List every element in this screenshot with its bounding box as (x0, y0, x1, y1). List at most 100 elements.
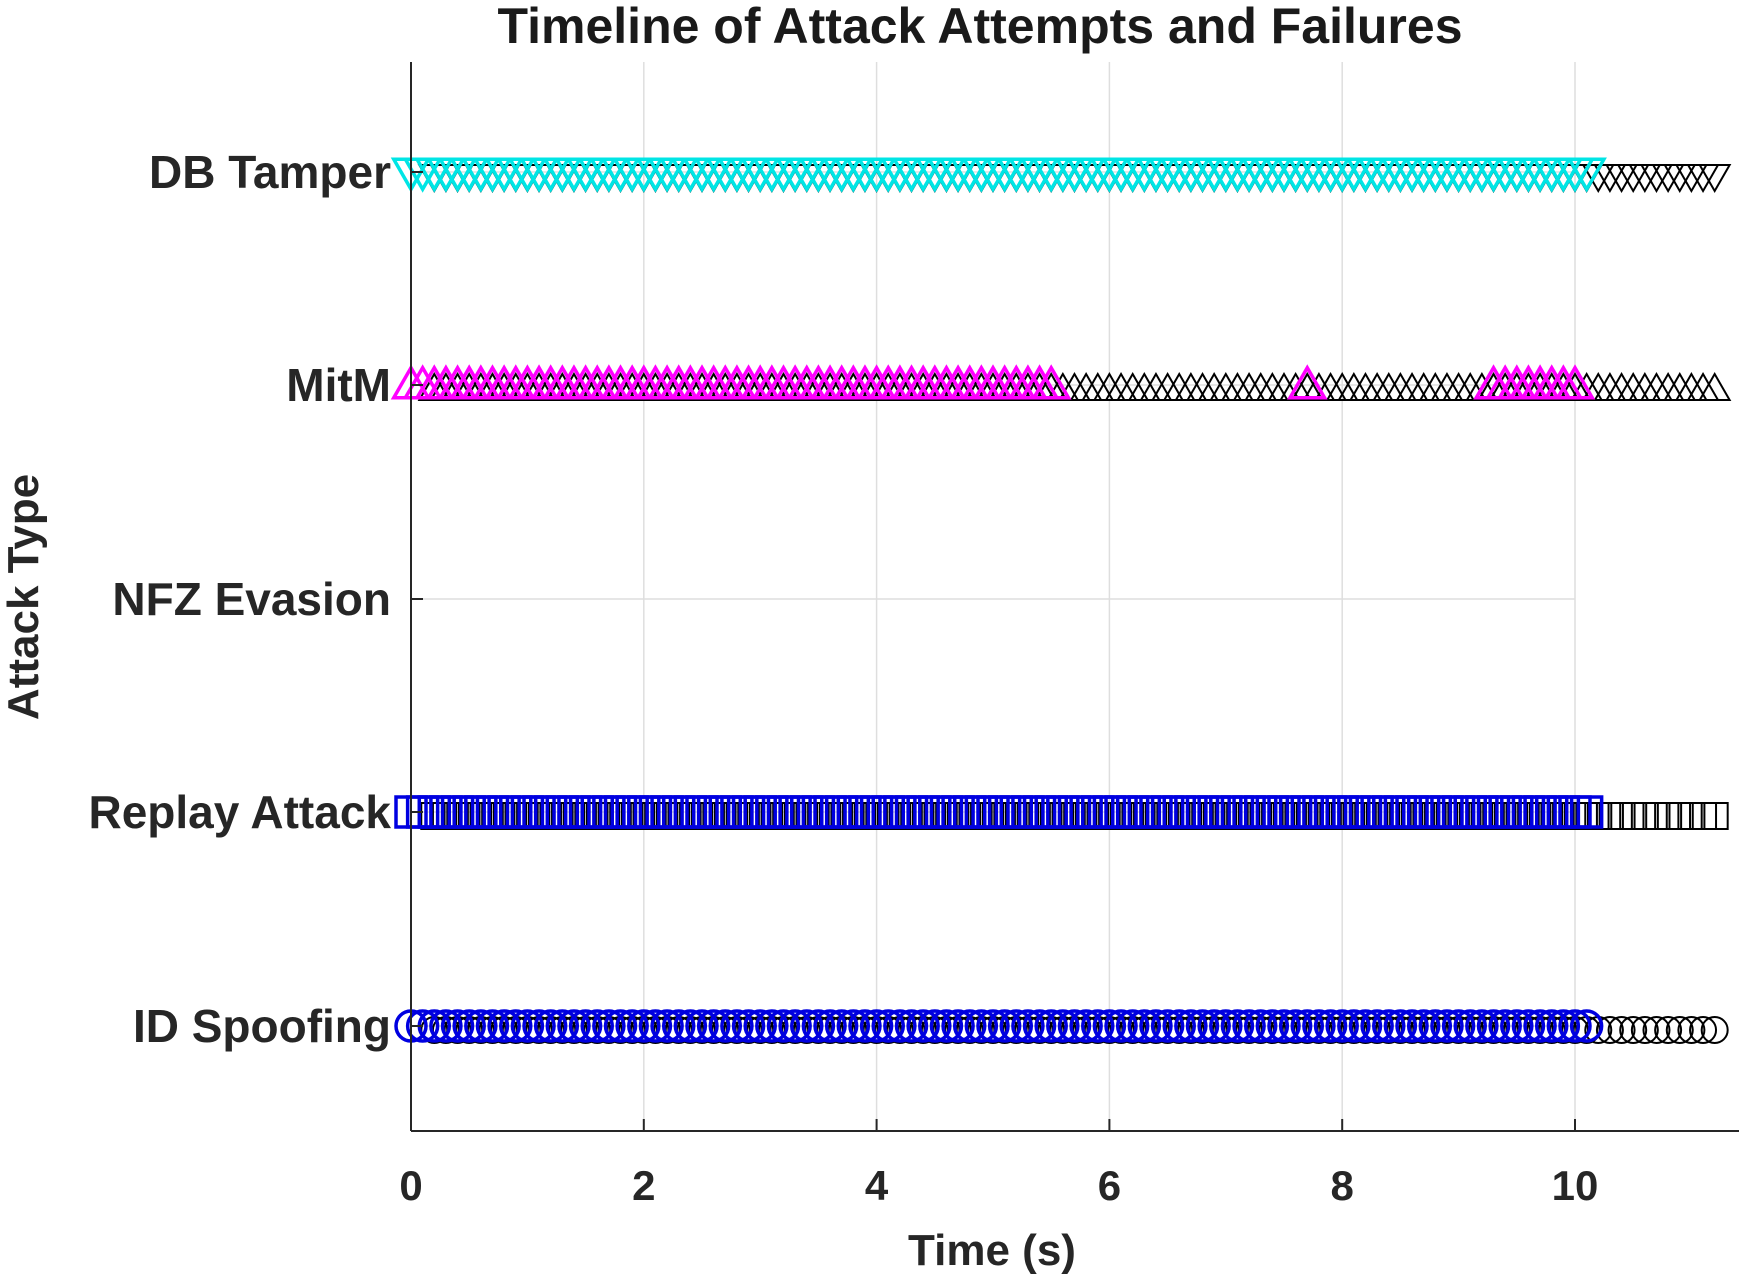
attempt-marker (615, 1009, 649, 1043)
attempt-marker (926, 157, 967, 193)
attempt-marker (1473, 157, 1514, 193)
attempt-marker (1488, 1009, 1522, 1043)
failure-marker (1700, 802, 1729, 830)
y-tick-label: DB Tamper (149, 146, 391, 198)
attempt-marker (1267, 1009, 1301, 1043)
attempt-marker (848, 1009, 882, 1043)
axes-layer (410, 62, 1739, 1132)
attempt-marker (661, 1009, 696, 1043)
attempt-marker (879, 157, 921, 193)
attempt-marker (1057, 1009, 1092, 1043)
attempt-marker (1065, 157, 1107, 193)
attempt-marker (452, 1009, 486, 1043)
attempt-marker (1566, 157, 1607, 193)
attempt-marker (778, 1009, 812, 1043)
attempt-marker (883, 1009, 917, 1043)
attempt-marker (1290, 1009, 1325, 1043)
attempt-marker (1193, 157, 1235, 193)
attempt-marker (937, 157, 979, 193)
attempt-marker (1287, 364, 1328, 400)
x-axis-label: Time (s) (908, 1226, 1076, 1275)
failure-marker (1698, 163, 1732, 193)
failure-marker (1700, 1016, 1729, 1044)
attempt-marker (871, 1009, 905, 1043)
failure-marker (1642, 802, 1671, 830)
attempt-marker (1197, 1009, 1231, 1043)
attempt-marker (545, 1009, 580, 1043)
attempt-marker (952, 1009, 987, 1043)
attempt-marker (440, 1009, 475, 1043)
failure-marker (1689, 802, 1718, 830)
failure-marker (1665, 802, 1694, 830)
failure-marker (1619, 1016, 1648, 1044)
attempt-marker (1115, 1009, 1150, 1043)
attempt-marker (996, 157, 1037, 193)
attempt-marker (763, 157, 804, 193)
attempt-marker (739, 157, 781, 193)
attempt-marker (464, 1009, 498, 1043)
attempt-marker (1569, 1009, 1604, 1043)
attempt-marker (708, 1009, 743, 1043)
attempt-marker (1030, 157, 1072, 193)
attempt-marker (1150, 1009, 1185, 1043)
attempt-marker (891, 157, 932, 193)
attempt-marker (1228, 157, 1270, 193)
attempt-marker (1174, 1009, 1208, 1043)
attempt-marker (1406, 1009, 1441, 1043)
attempt-marker (918, 1009, 952, 1043)
attempt-marker (790, 1009, 824, 1043)
x-tick-label: 0 (399, 1162, 422, 1209)
attempt-marker (1263, 157, 1305, 193)
attempt-marker (1205, 157, 1247, 193)
attempt-marker (600, 157, 641, 193)
attempt-marker (592, 1009, 626, 1043)
attempt-marker (1220, 1009, 1255, 1043)
attempt-marker (751, 157, 793, 193)
attempt-marker (1368, 157, 1410, 193)
attempt-marker (1022, 1009, 1057, 1043)
attempt-marker (487, 1009, 521, 1043)
attempt-marker (1030, 364, 1072, 400)
attempt-marker (1158, 157, 1200, 193)
failure-marker (1642, 1016, 1671, 1044)
attempt-marker (1232, 1009, 1266, 1043)
attempt-marker (603, 1009, 638, 1043)
attempt-marker (1170, 157, 1212, 193)
attempt-marker (964, 1009, 999, 1043)
attempt-marker (1476, 1009, 1511, 1043)
attempt-marker (1127, 1009, 1162, 1043)
attempt-marker (1523, 1009, 1557, 1043)
attempt-marker (1217, 157, 1258, 193)
attempt-marker (1418, 1009, 1453, 1043)
attempt-marker (976, 1009, 1010, 1043)
attempt-marker (1302, 1009, 1336, 1043)
attempt-marker (766, 1009, 801, 1043)
attempt-marker (1441, 1009, 1476, 1043)
attempt-marker (507, 157, 548, 193)
failure-marker (1619, 802, 1648, 830)
attempt-marker (894, 1009, 929, 1043)
attempt-marker (693, 157, 734, 193)
attempt-marker (1372, 1009, 1406, 1043)
attempt-marker (658, 157, 699, 193)
attempt-marker (1345, 157, 1386, 193)
attempt-marker (1500, 1009, 1534, 1043)
attempt-marker (638, 1009, 673, 1043)
x-tick-label: 6 (1098, 1162, 1121, 1209)
attempt-marker (1011, 1009, 1045, 1043)
failure-marker (1630, 802, 1659, 830)
attempt-marker (448, 157, 490, 193)
x-tick-layer: 0 2 4 6 8 10 (399, 1119, 1598, 1209)
failure-marker (1689, 1016, 1718, 1044)
attempt-marker (798, 157, 839, 193)
attempt-marker (1383, 1009, 1418, 1043)
attempt-marker (522, 1009, 556, 1043)
attempt-marker (1046, 1009, 1080, 1043)
attempt-marker (533, 1009, 568, 1043)
failure-marker (1595, 1016, 1624, 1044)
attempt-marker (1348, 1009, 1383, 1043)
attempt-marker (475, 1009, 510, 1043)
attempt-marker (1240, 157, 1281, 193)
marker-layer (390, 157, 1732, 1044)
attempt-marker (1465, 1009, 1499, 1043)
